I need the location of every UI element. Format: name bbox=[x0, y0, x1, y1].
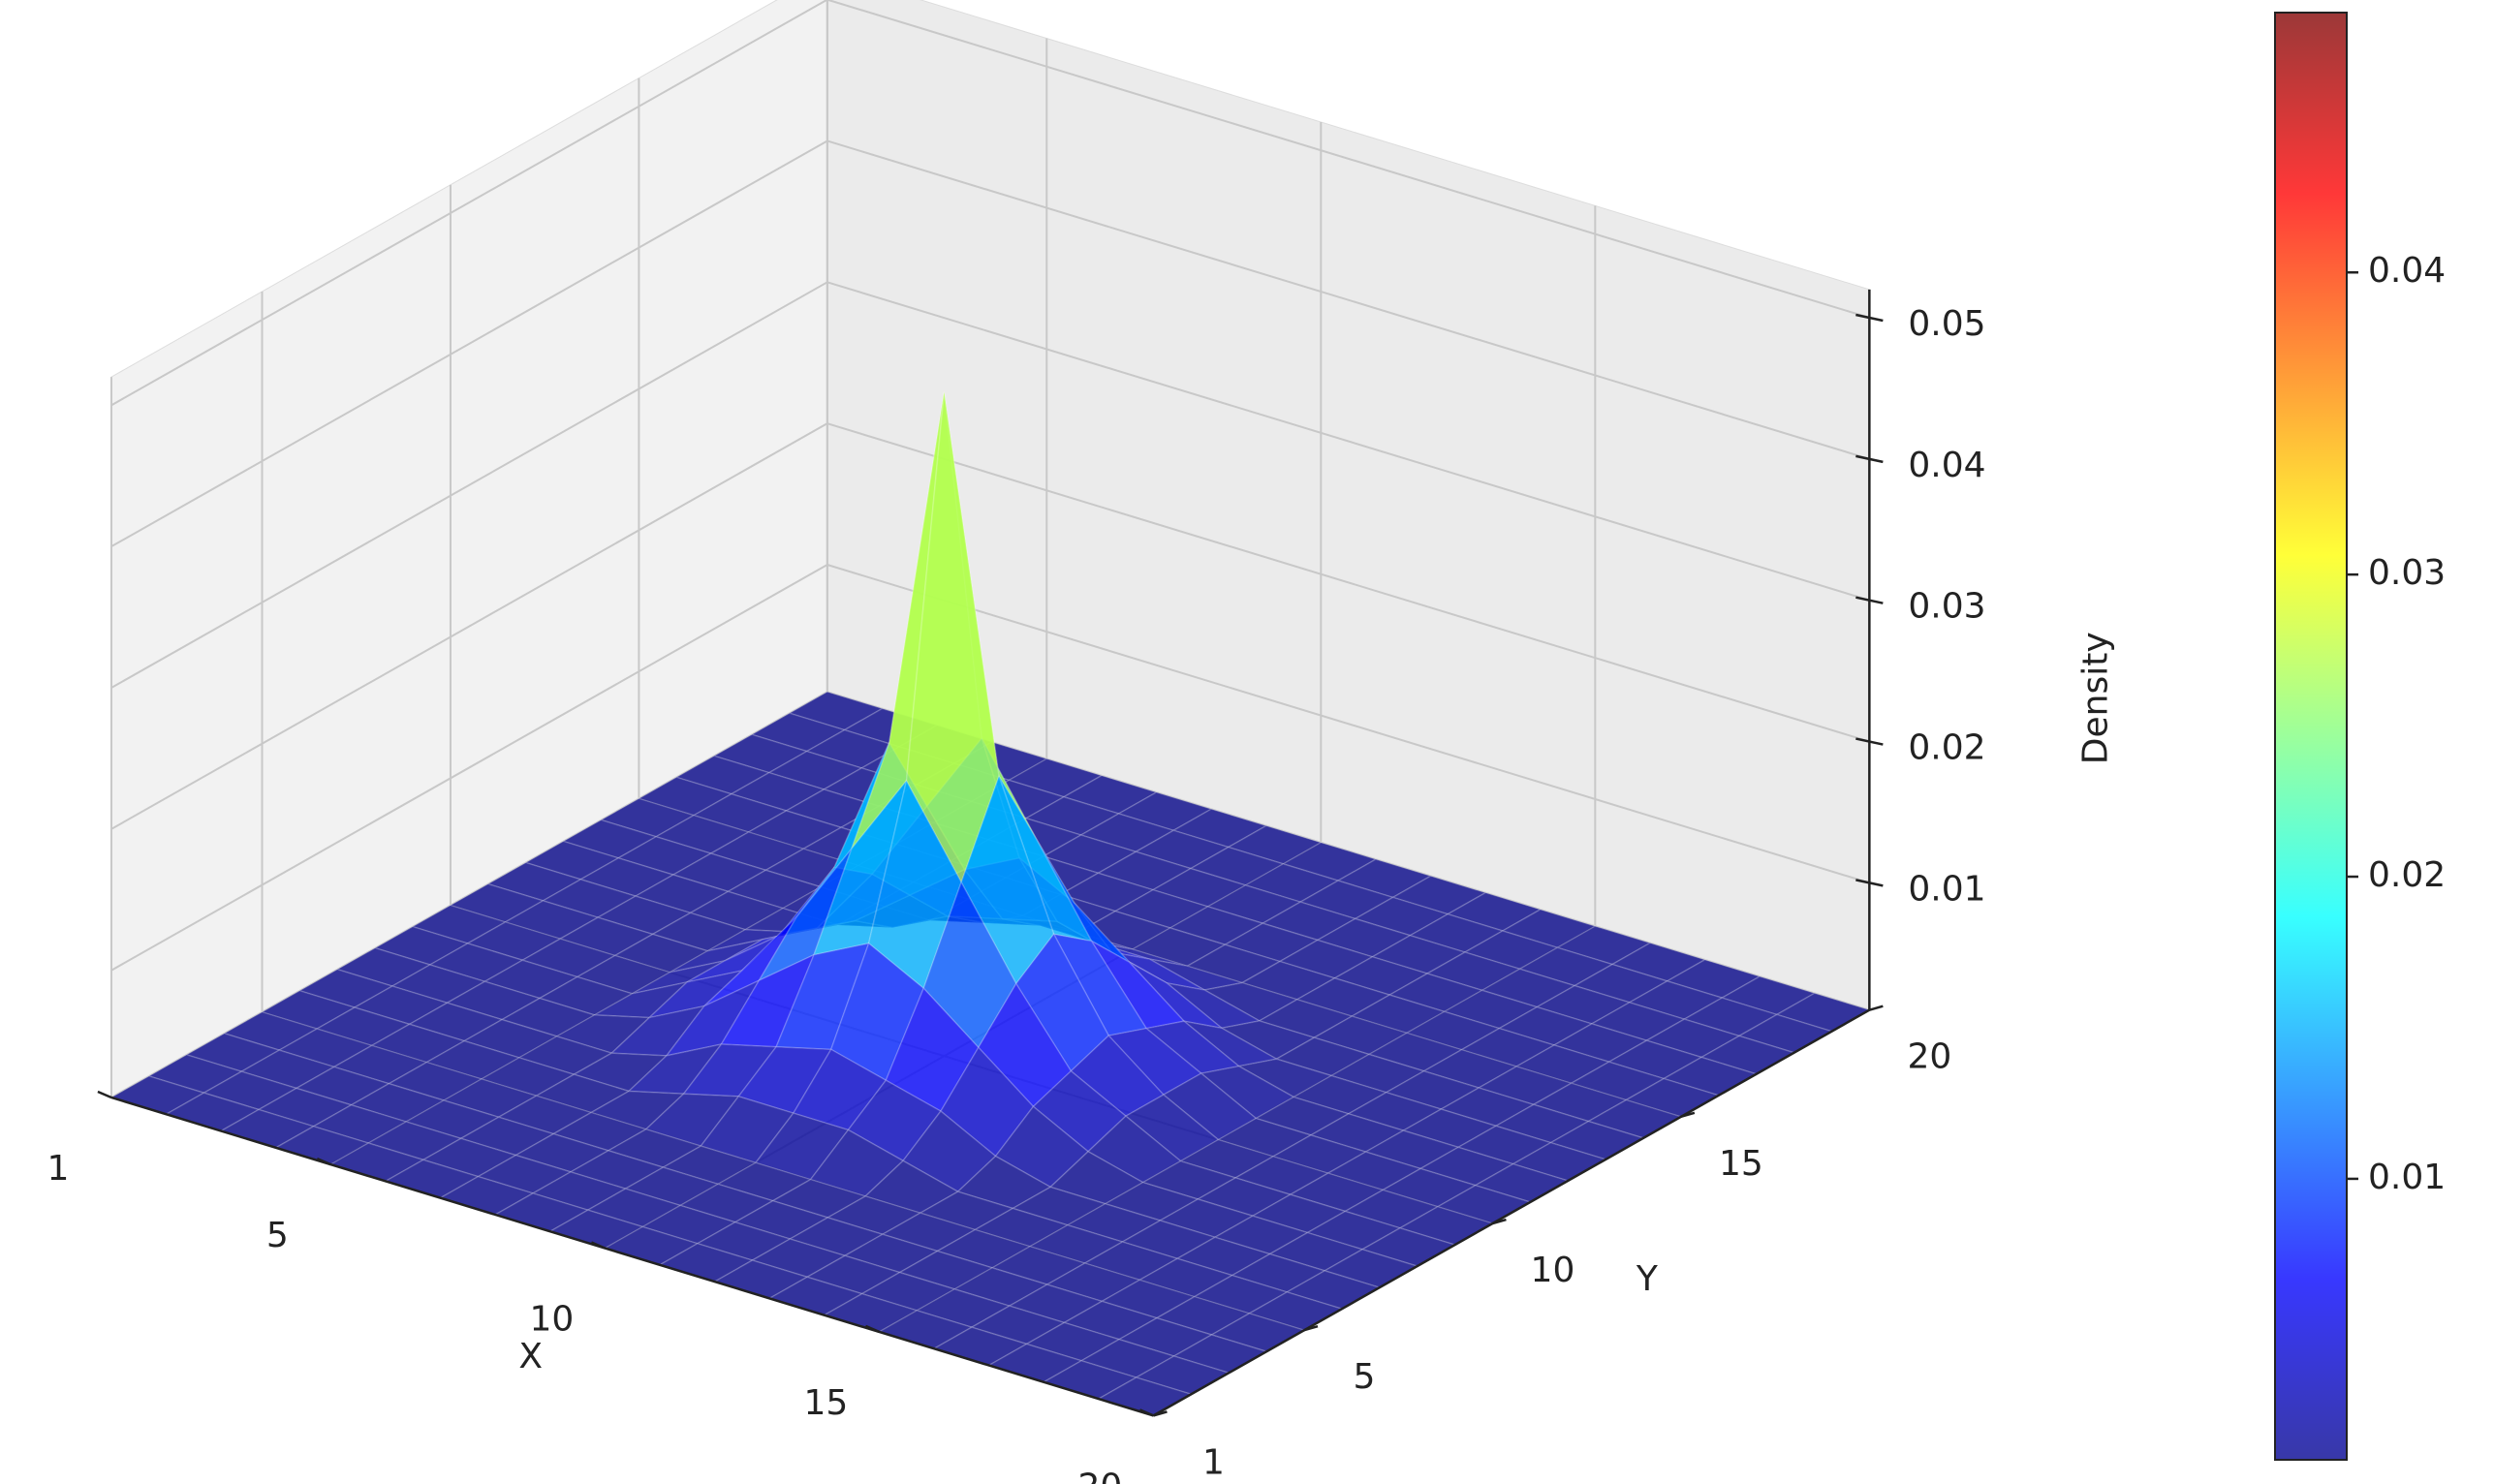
z-tick bbox=[1855, 596, 1884, 604]
y-tick bbox=[1869, 1005, 1884, 1011]
z-tick-label: 0.02 bbox=[1908, 728, 1985, 768]
colorbar-tick-label: 0.02 bbox=[2368, 855, 2446, 895]
z-tick bbox=[1855, 313, 1884, 323]
colorbar-tick-label: 0.03 bbox=[2368, 553, 2446, 593]
grid-line bbox=[826, 422, 1870, 743]
grid-line bbox=[826, 0, 1870, 319]
z-tick-label: 0.01 bbox=[1908, 869, 1985, 909]
grid-line bbox=[826, 139, 1870, 460]
x-tick bbox=[590, 1241, 606, 1250]
x-tick bbox=[97, 1090, 112, 1099]
y-tick-label: 10 bbox=[1531, 1251, 1575, 1290]
axis-line bbox=[110, 1096, 1154, 1417]
x-tick bbox=[1138, 1408, 1154, 1417]
x-tick bbox=[316, 1157, 331, 1166]
y-tick bbox=[1303, 1325, 1319, 1332]
grid-line bbox=[826, 281, 1870, 602]
z-axis-label: Density bbox=[2075, 632, 2115, 764]
z-tick bbox=[1855, 737, 1884, 746]
x-tick bbox=[864, 1324, 880, 1334]
grid-line bbox=[110, 564, 828, 972]
grid-line bbox=[110, 422, 828, 830]
axis-line bbox=[1152, 1008, 1870, 1417]
z-tick-label: 0.04 bbox=[1908, 446, 1985, 485]
y-tick-label: 1 bbox=[1202, 1442, 1225, 1482]
z-tick-label: 0.05 bbox=[1908, 304, 1985, 344]
x-tick-label: 10 bbox=[529, 1300, 574, 1340]
colorbar-tick-label: 0.01 bbox=[2368, 1158, 2446, 1197]
y-tick bbox=[1680, 1111, 1696, 1119]
grid-line bbox=[110, 281, 828, 689]
grid-line bbox=[826, 564, 1870, 884]
grid-line bbox=[110, 0, 828, 407]
x-tick-label: 5 bbox=[266, 1216, 289, 1255]
y-tick bbox=[1492, 1218, 1507, 1225]
colorbar bbox=[2274, 12, 2348, 1461]
grid-line bbox=[110, 139, 828, 548]
x-tick-label: 15 bbox=[804, 1383, 849, 1423]
z-tick bbox=[1855, 454, 1884, 464]
x-tick-label: 20 bbox=[1078, 1467, 1123, 1484]
x-axis-label: X bbox=[518, 1337, 543, 1376]
z-tick-label: 0.03 bbox=[1908, 587, 1985, 627]
y-tick bbox=[1153, 1410, 1168, 1417]
y-axis-label: Y bbox=[1636, 1259, 1659, 1299]
y-tick-label: 15 bbox=[1719, 1144, 1763, 1184]
y-tick-label: 5 bbox=[1354, 1357, 1376, 1397]
y-tick-label: 20 bbox=[1907, 1037, 1951, 1077]
z-tick bbox=[1855, 879, 1884, 887]
x-tick-label: 1 bbox=[47, 1149, 69, 1189]
colorbar-tick-label: 0.04 bbox=[2368, 251, 2446, 291]
